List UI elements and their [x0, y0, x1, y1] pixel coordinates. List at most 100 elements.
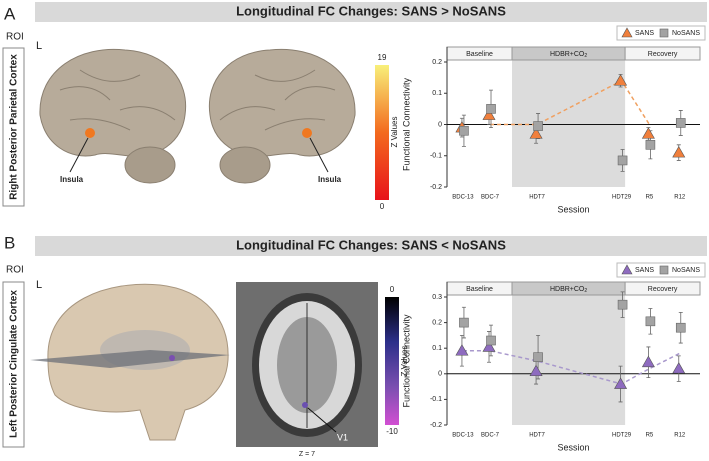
phase-label: HDBR+CO2	[550, 286, 587, 294]
legend-marker	[621, 27, 633, 38]
marker	[614, 377, 628, 389]
marker	[672, 362, 686, 374]
phase-shade	[512, 47, 626, 187]
marker	[641, 127, 655, 139]
phase-label: Baseline	[466, 51, 493, 58]
y-tick-label: -0.1	[430, 396, 442, 403]
phase-shade	[512, 282, 626, 425]
phase-label: Recovery	[648, 51, 678, 58]
phase-label-subscript: 2	[584, 288, 587, 294]
colorbar	[385, 297, 399, 425]
colorbar-tick-label: 19	[378, 53, 387, 62]
panel-letter: A	[4, 4, 16, 23]
y-tick-label: -0.2	[430, 184, 442, 191]
x-tick-label: HDT29	[612, 433, 632, 439]
marker	[614, 74, 628, 86]
marker	[529, 127, 543, 139]
y-tick-label: 0.1	[432, 345, 442, 352]
phase-box	[624, 281, 701, 296]
brain-medial	[30, 283, 230, 441]
x-tick-label: HDT29	[612, 195, 632, 201]
y-tick-label: 0.1	[432, 90, 442, 97]
legend-label: SANS	[635, 267, 654, 274]
legend-label: NoSANS	[672, 267, 700, 274]
x-tick-label: R12	[674, 433, 686, 439]
header-bar	[35, 2, 707, 22]
hemisphere-label: L	[36, 40, 42, 52]
x-tick-label: R5	[646, 433, 654, 439]
y-axis-label: Functional Connectivity	[401, 314, 411, 408]
phase-label: Recovery	[648, 286, 678, 293]
slice-label: Z = 7	[299, 451, 315, 458]
x-axis-label: Session	[557, 204, 589, 214]
brain-lateral-right	[208, 48, 356, 184]
marker	[459, 317, 469, 328]
phase-label-text: Recovery	[648, 51, 678, 58]
y-tick-label: 0.2	[432, 319, 442, 326]
colorbar-tick-label: 0	[380, 202, 385, 211]
colorbar-tick-label: 0	[390, 285, 395, 294]
marker	[645, 316, 656, 327]
phase-box	[624, 46, 701, 61]
roi-box	[2, 281, 25, 448]
roi-label: Right Posterior Parietal Cortex	[9, 54, 20, 200]
marker	[533, 352, 543, 362]
x-tick-label: BDC-13	[452, 433, 474, 439]
marker	[641, 355, 655, 368]
x-tick-label: BDC-7	[481, 433, 500, 439]
phase-label: Baseline	[466, 286, 493, 293]
x-tick-label: BDC-7	[481, 195, 500, 201]
phase-label: HDBR+CO2	[550, 51, 587, 59]
marker	[617, 155, 628, 166]
phase-label-text: Baseline	[466, 286, 493, 293]
colorbar-label: Z Values	[400, 346, 409, 377]
legend-label: SANS	[635, 30, 654, 37]
legend-marker	[621, 264, 633, 275]
marker	[486, 335, 496, 346]
panel-title: Longitudinal FC Changes: SANS > NoSANS	[236, 3, 506, 18]
marker	[482, 340, 496, 352]
phase-label-text: HDBR+CO	[550, 286, 585, 293]
panel-letter: B	[4, 233, 15, 252]
roi-heading: ROI	[6, 32, 24, 43]
roi-label: Left Posterior Cingulate Cortex	[9, 290, 20, 438]
roi-heading: ROI	[6, 265, 24, 276]
legend-label: NoSANS	[672, 30, 700, 37]
marker	[617, 299, 628, 310]
marker	[529, 364, 543, 377]
x-axis-label: Session	[557, 442, 589, 452]
phase-label-text: HDBR+CO	[550, 51, 585, 58]
annotation: Insula	[318, 175, 342, 184]
marker	[486, 104, 496, 114]
x-tick-label: R5	[646, 195, 654, 201]
phase-label-subscript: 2	[584, 53, 587, 59]
y-tick-label: -0.1	[430, 153, 442, 160]
colorbar-tick-label: -10	[386, 427, 398, 436]
legend-marker	[659, 265, 669, 275]
y-tick-label: 0.3	[432, 294, 442, 301]
marker	[533, 121, 543, 131]
y-tick-label: -0.2	[430, 422, 442, 429]
panel-title: Longitudinal FC Changes: SANS < NoSANS	[236, 237, 506, 252]
phase-label-text: Baseline	[466, 51, 493, 58]
marker	[645, 140, 656, 150]
trend-line	[490, 79, 651, 126]
colorbar-label: Z Values	[390, 117, 399, 148]
y-tick-label: 0.2	[432, 59, 442, 66]
marker	[459, 125, 469, 136]
marker	[675, 322, 686, 333]
roi-box	[2, 47, 25, 207]
phase-label-text: Recovery	[648, 286, 678, 293]
annotation: Insula	[60, 175, 84, 184]
hemisphere-label: L	[36, 279, 42, 291]
y-tick-label: 0	[438, 121, 442, 128]
x-tick-label: HDT7	[529, 433, 545, 439]
x-tick-label: HDT7	[529, 195, 545, 201]
x-tick-label: R12	[674, 195, 686, 201]
marker	[672, 146, 686, 158]
marker	[455, 344, 469, 356]
x-tick-label: BDC-13	[452, 195, 474, 201]
annotation: V1	[337, 432, 348, 442]
